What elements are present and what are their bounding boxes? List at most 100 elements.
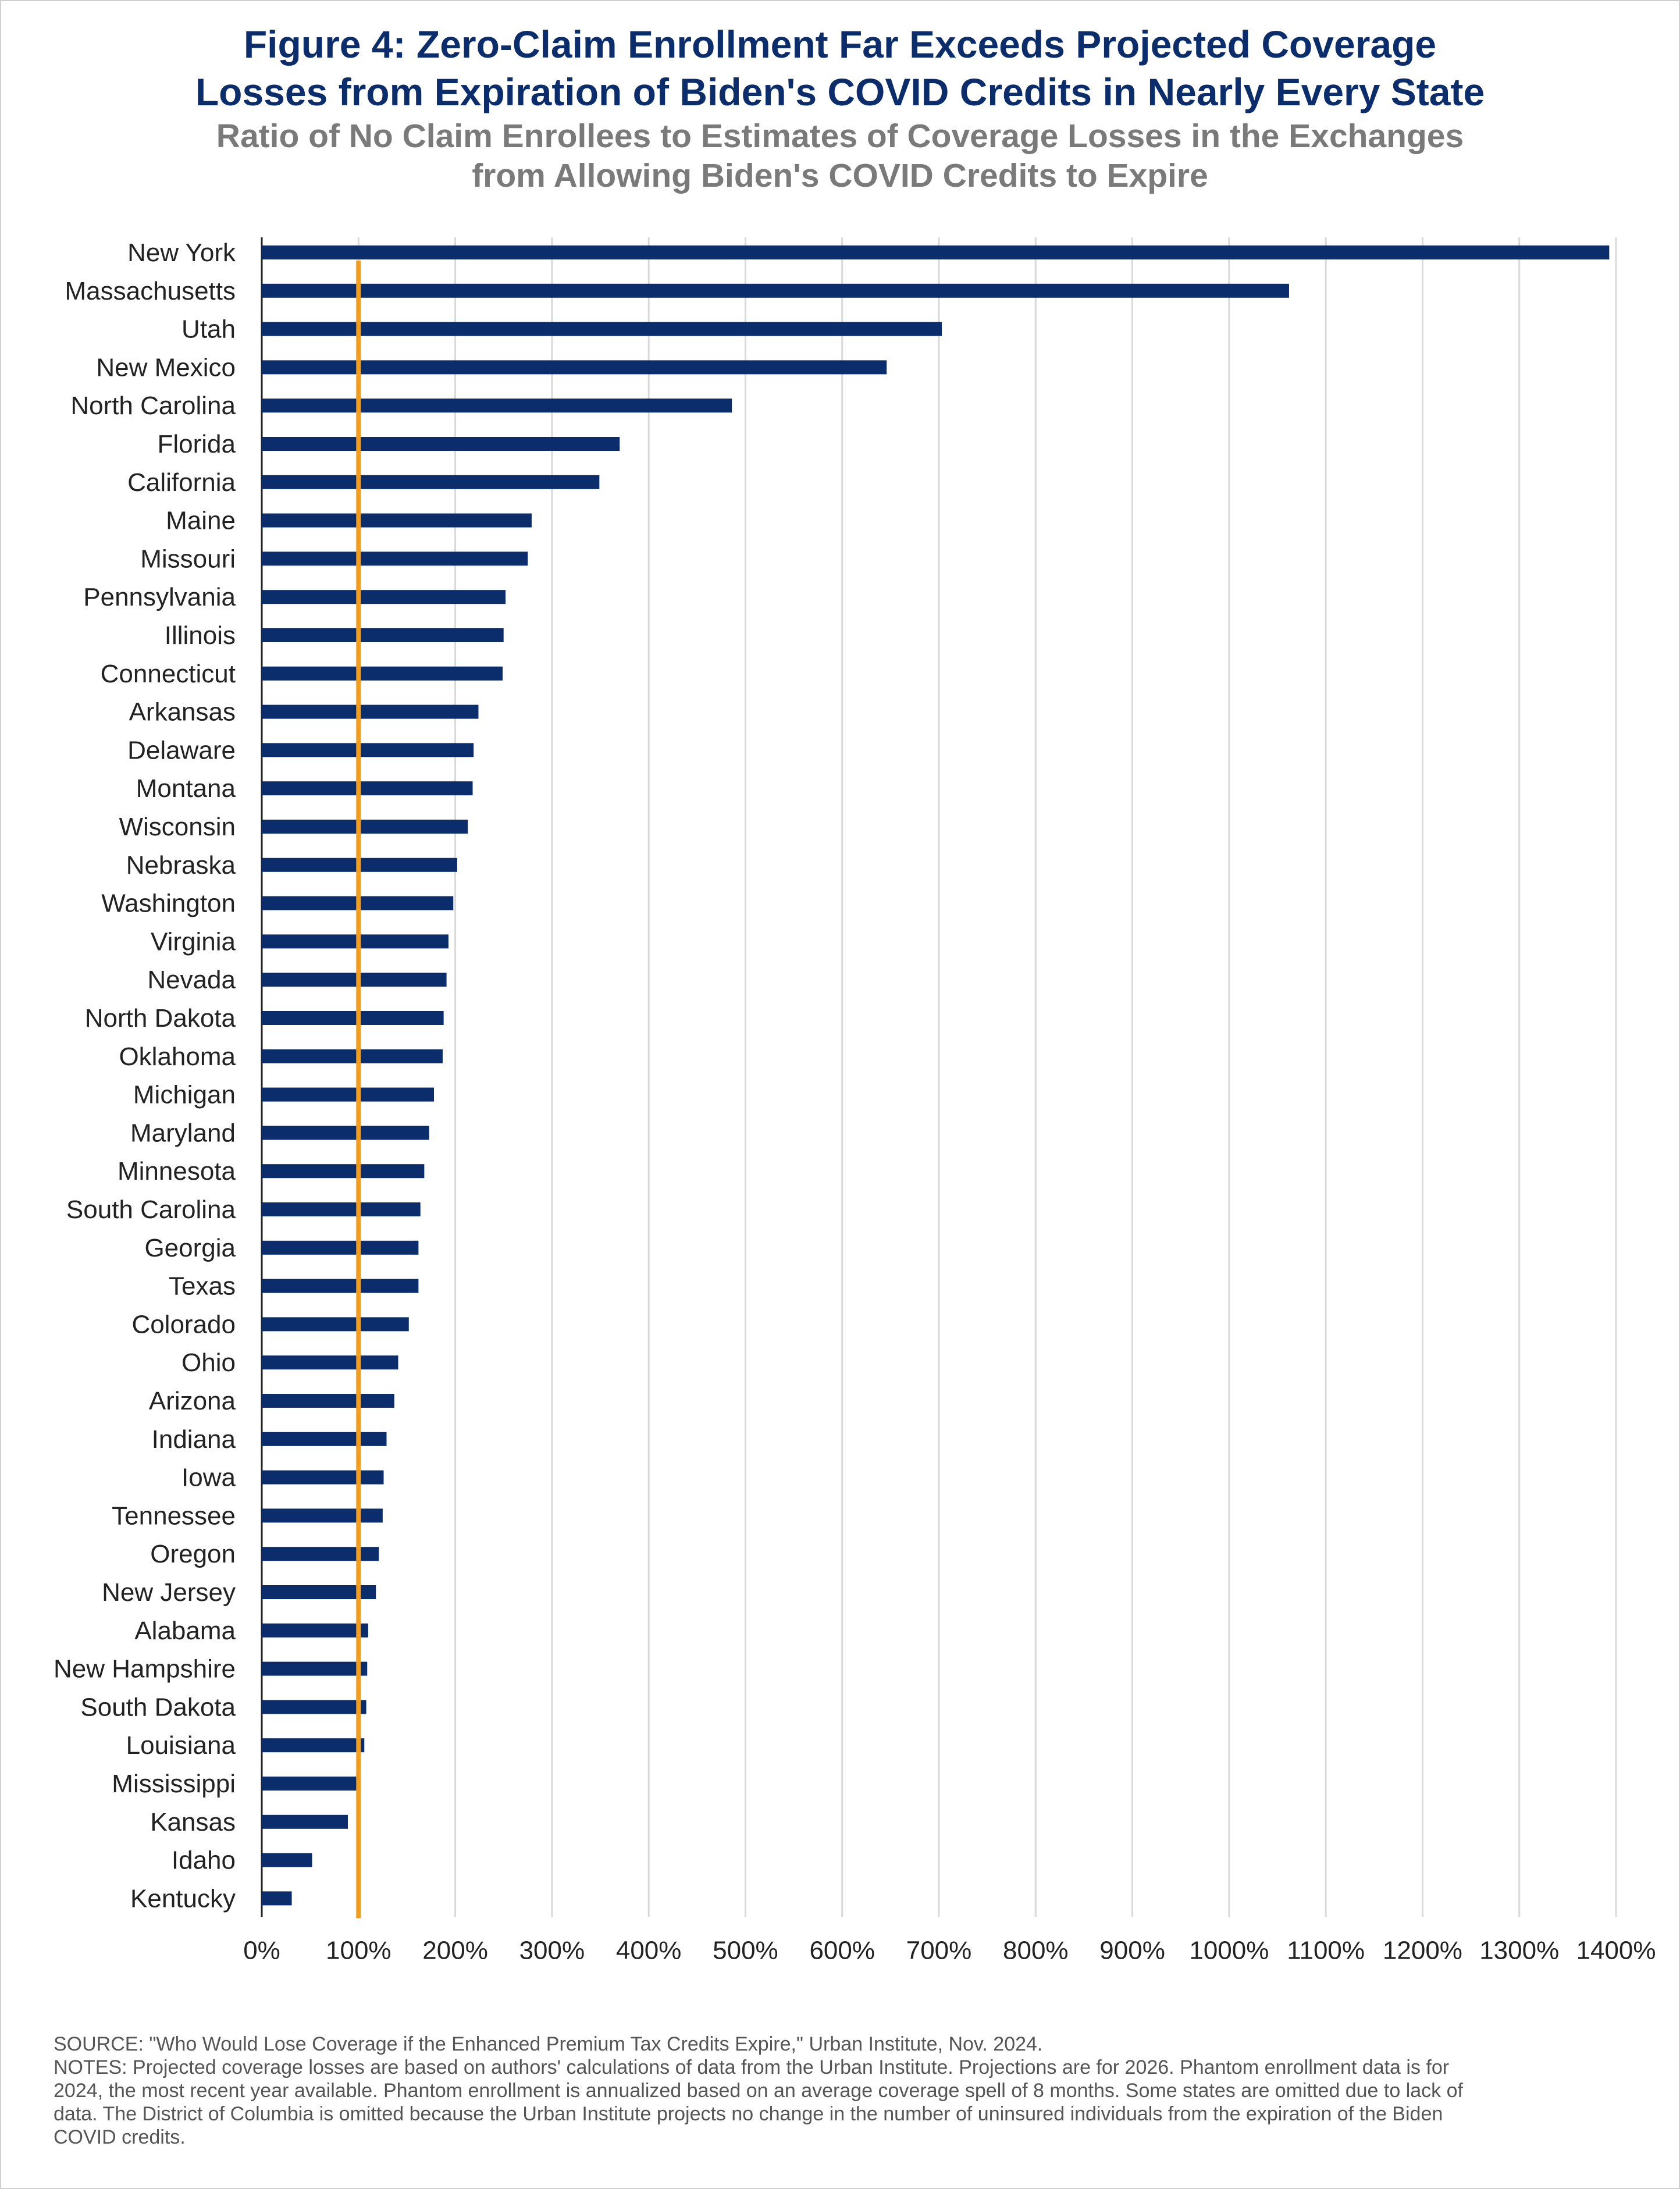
y-tick-label: Nevada <box>147 966 236 994</box>
y-tick-label: Tennessee <box>112 1501 236 1530</box>
y-tick-label: North Carolina <box>70 391 236 420</box>
bar <box>262 513 532 528</box>
bar <box>262 437 620 451</box>
bar <box>262 1279 419 1293</box>
y-tick-label: Alabama <box>134 1617 236 1645</box>
y-tick-label: New Mexico <box>96 353 236 382</box>
bar <box>262 1011 444 1025</box>
y-tick-label: Arizona <box>149 1387 236 1415</box>
bar <box>262 1126 429 1140</box>
notes-line-1: NOTES: Projected coverage losses are bas… <box>54 2056 1450 2078</box>
bar <box>262 820 468 834</box>
y-tick-label: Ohio <box>181 1348 236 1377</box>
bar <box>262 245 1610 259</box>
bar <box>262 1164 425 1179</box>
y-tick-label: North Dakota <box>85 1004 236 1033</box>
bar <box>262 1240 419 1255</box>
bar <box>262 973 447 987</box>
notes-line-2: 2024, the most recent year available. Ph… <box>54 2080 1463 2102</box>
chart-subtitle-line-1: Ratio of No Claim Enrollees to Estimates… <box>216 118 1464 155</box>
y-tick-label: Michigan <box>133 1081 236 1109</box>
y-tick-label: Idaho <box>172 1846 236 1875</box>
bar <box>262 1432 387 1446</box>
y-tick-label: Connecticut <box>101 660 236 688</box>
y-tick-label: Arkansas <box>129 698 236 727</box>
bar <box>262 704 479 719</box>
x-tick-label: 200% <box>422 1936 488 1964</box>
bar <box>262 1202 421 1216</box>
bar <box>262 1317 409 1332</box>
chart-title-line-1: Figure 4: Zero-Claim Enrollment Far Exce… <box>243 23 1437 66</box>
bar <box>262 666 503 681</box>
bar <box>262 1738 365 1753</box>
x-tick-label: 900% <box>1099 1936 1165 1964</box>
y-tick-label: Oklahoma <box>119 1042 236 1071</box>
x-tick-label: 1000% <box>1189 1936 1269 1964</box>
x-tick-label: 600% <box>809 1936 875 1964</box>
y-tick-label: Maine <box>166 507 236 535</box>
y-tick-label: Oregon <box>150 1540 236 1568</box>
y-tick-label: Indiana <box>152 1425 236 1454</box>
y-tick-label: Texas <box>169 1272 236 1301</box>
bar <box>262 1777 361 1791</box>
y-tick-label: Pennsylvania <box>83 583 236 611</box>
bar <box>262 398 732 413</box>
y-tick-label: California <box>127 468 236 497</box>
bar <box>262 590 506 604</box>
bar <box>262 1661 368 1676</box>
x-tick-label: 400% <box>616 1936 682 1964</box>
y-tick-label: Delaware <box>127 736 236 764</box>
notes-line-3: data. The District of Columbia is omitte… <box>54 2103 1443 2125</box>
x-tick-label: 1200% <box>1383 1936 1462 1964</box>
x-tick-label: 100% <box>326 1936 391 1964</box>
y-tick-label: South Carolina <box>66 1195 236 1224</box>
bar <box>262 1853 312 1867</box>
x-tick-label: 0% <box>243 1936 280 1964</box>
y-tick-label: Georgia <box>144 1234 236 1262</box>
y-tick-label: Washington <box>101 889 236 918</box>
y-tick-label: Florida <box>158 430 236 458</box>
x-tick-label: 1300% <box>1479 1936 1559 1964</box>
y-tick-label: New Hampshire <box>54 1655 236 1683</box>
bar <box>262 1470 384 1485</box>
y-tick-label: Illinois <box>165 621 236 650</box>
y-tick-label: Mississippi <box>112 1770 236 1798</box>
bar <box>262 475 600 489</box>
y-tick-label: Missouri <box>140 544 236 573</box>
y-tick-label: Wisconsin <box>119 813 236 841</box>
y-tick-label: New York <box>127 239 236 267</box>
y-tick-label: New Jersey <box>102 1578 236 1607</box>
y-tick-label: Virginia <box>151 927 236 956</box>
bar <box>262 1508 383 1523</box>
x-tick-label: 800% <box>1003 1936 1069 1964</box>
bar <box>262 283 1289 298</box>
bar <box>262 1049 443 1063</box>
x-tick-label: 1100% <box>1287 1936 1365 1964</box>
y-tick-label: Montana <box>136 774 236 803</box>
bar <box>262 1394 394 1408</box>
bar <box>262 1547 379 1561</box>
y-tick-label: Utah <box>181 315 236 344</box>
bar <box>262 551 528 566</box>
bar-chart: 0% 100% 200% 300% 400% 500% 600% 700% 800% 900% 10… <box>54 237 1656 1964</box>
source-note: SOURCE: "Who Would Lose Coverage if the … <box>54 2033 1043 2055</box>
y-tick-label: South Dakota <box>80 1693 236 1721</box>
chart-title-line-2: Losses from Expiration of Biden's COVID … <box>195 70 1485 113</box>
y-tick-label: Colorado <box>131 1310 236 1339</box>
bar <box>262 934 449 949</box>
x-tick-label: 1400% <box>1576 1936 1656 1964</box>
y-tick-label: Louisiana <box>126 1731 236 1760</box>
y-tick-label: Iowa <box>181 1464 236 1492</box>
bar <box>262 1700 366 1714</box>
y-tick-label: Kansas <box>150 1808 236 1836</box>
bar <box>262 628 504 642</box>
bar <box>262 1087 434 1102</box>
bar <box>262 1891 292 1906</box>
y-tick-label: Nebraska <box>126 851 236 880</box>
x-tick-label: 500% <box>713 1936 778 1964</box>
y-tick-label: Massachusetts <box>65 277 236 305</box>
bar <box>262 1623 368 1638</box>
x-tick-label: 300% <box>519 1936 585 1964</box>
bar <box>262 1355 398 1370</box>
